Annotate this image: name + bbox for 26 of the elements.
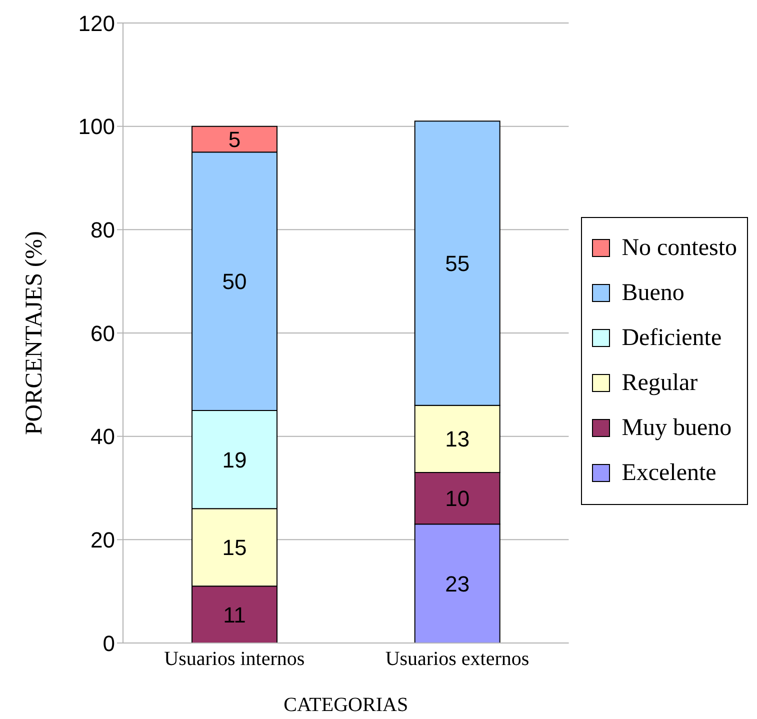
legend-label: Deficiente xyxy=(622,324,722,352)
data-label: 55 xyxy=(445,251,470,276)
y-tick-label: 0 xyxy=(102,630,115,656)
x-tick-label: Usuarios internos xyxy=(164,648,305,670)
legend-label: Muy bueno xyxy=(622,414,732,442)
x-axis-title: CATEGORIAS xyxy=(284,694,408,716)
data-label: 5 xyxy=(228,127,241,152)
data-label: 50 xyxy=(222,269,247,294)
y-tick-label: 120 xyxy=(78,10,115,36)
legend-label: Regular xyxy=(622,370,698,396)
data-label: 10 xyxy=(445,486,470,512)
y-tick-label: 40 xyxy=(90,424,115,450)
y-tick-label: 20 xyxy=(90,527,115,552)
data-label: 15 xyxy=(222,535,247,560)
y-tick-label: 60 xyxy=(90,320,115,346)
legend-label: Bueno xyxy=(622,280,684,306)
data-label: 19 xyxy=(222,447,247,472)
y-tick-label: 80 xyxy=(90,217,115,242)
y-tick-label: 100 xyxy=(78,114,115,140)
x-tick-label: Usuarios externos xyxy=(385,648,530,670)
data-label: 11 xyxy=(223,602,246,628)
data-label: 13 xyxy=(445,426,470,452)
y-axis-title: PORCENTAJES (%) xyxy=(22,230,48,436)
legend-label: Excelente xyxy=(622,460,716,486)
data-label: 23 xyxy=(445,571,470,596)
legend-label: No contesto xyxy=(622,234,737,262)
